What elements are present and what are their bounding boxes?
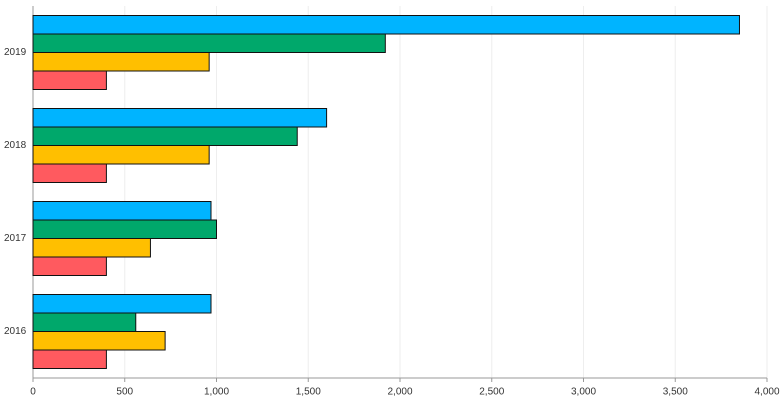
- bar: [32, 294, 212, 314]
- x-tick-label: 500: [116, 387, 133, 398]
- x-tick-label: 2,000: [387, 387, 412, 398]
- bar: [32, 201, 212, 221]
- bar: [32, 15, 740, 35]
- bar: [32, 52, 210, 72]
- x-tick-label: 4,000: [754, 387, 779, 398]
- bar: [32, 256, 107, 276]
- x-tick-label: 3,500: [663, 387, 688, 398]
- x-tick-label: 3,000: [571, 387, 596, 398]
- bar: [32, 312, 137, 332]
- x-tick-label: 0: [30, 387, 36, 398]
- y-tick-label: 2019: [4, 47, 27, 58]
- bar: [32, 145, 210, 165]
- x-tick-label: 2,500: [479, 387, 504, 398]
- bar: [32, 33, 386, 53]
- bar: [32, 349, 107, 369]
- bar: [32, 108, 328, 128]
- bar: [32, 238, 151, 258]
- bar: [32, 126, 298, 146]
- bar: [32, 163, 107, 183]
- bar: [32, 219, 217, 239]
- x-tick-label: 1,500: [296, 387, 321, 398]
- x-tick-label: 1,000: [204, 387, 229, 398]
- y-tick-label: 2018: [4, 140, 27, 151]
- bar: [32, 70, 107, 90]
- y-tick-label: 2016: [4, 326, 27, 337]
- bar: [32, 331, 166, 351]
- y-tick-label: 2017: [4, 233, 27, 244]
